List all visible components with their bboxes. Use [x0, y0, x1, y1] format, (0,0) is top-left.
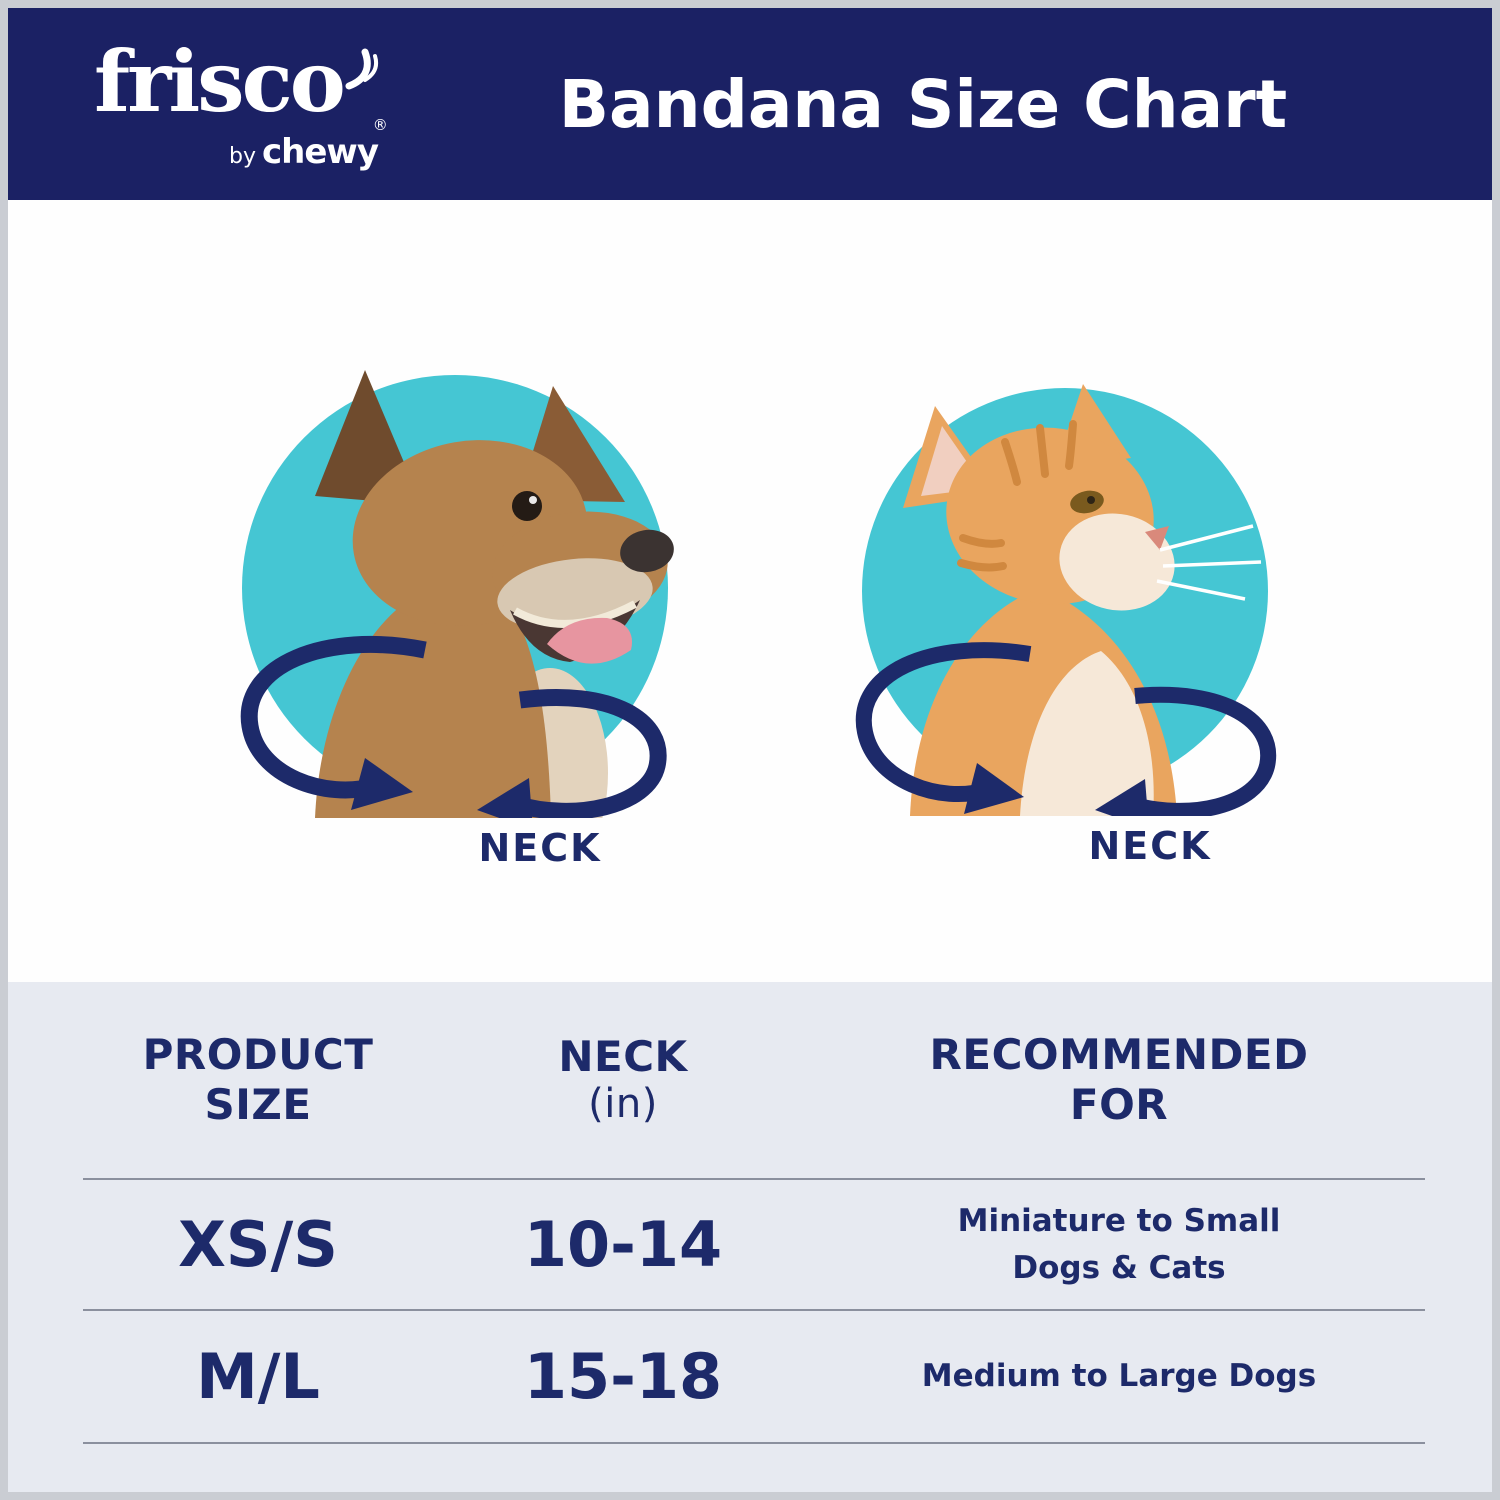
- product-size-value: M/L: [196, 1340, 320, 1413]
- frisco-logo: frisco ® by chewy: [94, 31, 404, 172]
- size-table-header-row: PRODUCT SIZE NECK (in) RECOMMENDED FOR: [83, 982, 1425, 1178]
- by-chewy-byline: by chewy: [229, 131, 379, 172]
- product-size-value: XS/S: [178, 1208, 338, 1281]
- table-row-m-l: M/L 15-18 Medium to Large Dogs: [83, 1309, 1425, 1444]
- recommended-for-value: Medium to Large Dogs: [921, 1358, 1317, 1395]
- dog-figure: NECK: [215, 348, 695, 982]
- neck-range-value: 10-14: [523, 1208, 723, 1281]
- dog-neck-label: NECK: [478, 826, 602, 870]
- size-table: PRODUCT SIZE NECK (in) RECOMMENDED FOR X…: [8, 982, 1492, 1492]
- cat-neck-illustration: [855, 384, 1277, 829]
- dog-neck-illustration: [240, 370, 674, 878]
- header: frisco ® by chewy Bandana Size Chart: [8, 8, 1492, 200]
- neck-range-value: 15-18: [523, 1340, 723, 1413]
- column-header-neck-in: NECK (in): [558, 1031, 688, 1128]
- cat-figure: NECK: [845, 366, 1285, 982]
- column-header-recommended-for: RECOMMENDED FOR: [929, 1030, 1309, 1129]
- tail-swoosh-icon: [345, 48, 378, 89]
- column-header-product-size: PRODUCT SIZE: [142, 1030, 374, 1129]
- recommended-for-value: Miniature to Small Dogs & Cats: [957, 1203, 1281, 1286]
- frisco-wordmark: frisco: [94, 31, 346, 131]
- table-row-xs-s: XS/S 10-14 Miniature to Small Dogs & Cat…: [83, 1178, 1425, 1309]
- measurement-figures: NECK: [8, 200, 1492, 982]
- page-title: Bandana Size Chart: [558, 65, 1288, 143]
- registered-mark: ®: [372, 115, 388, 134]
- neck-arrow-loop: [240, 635, 667, 830]
- cat-neck-label: NECK: [1088, 824, 1212, 868]
